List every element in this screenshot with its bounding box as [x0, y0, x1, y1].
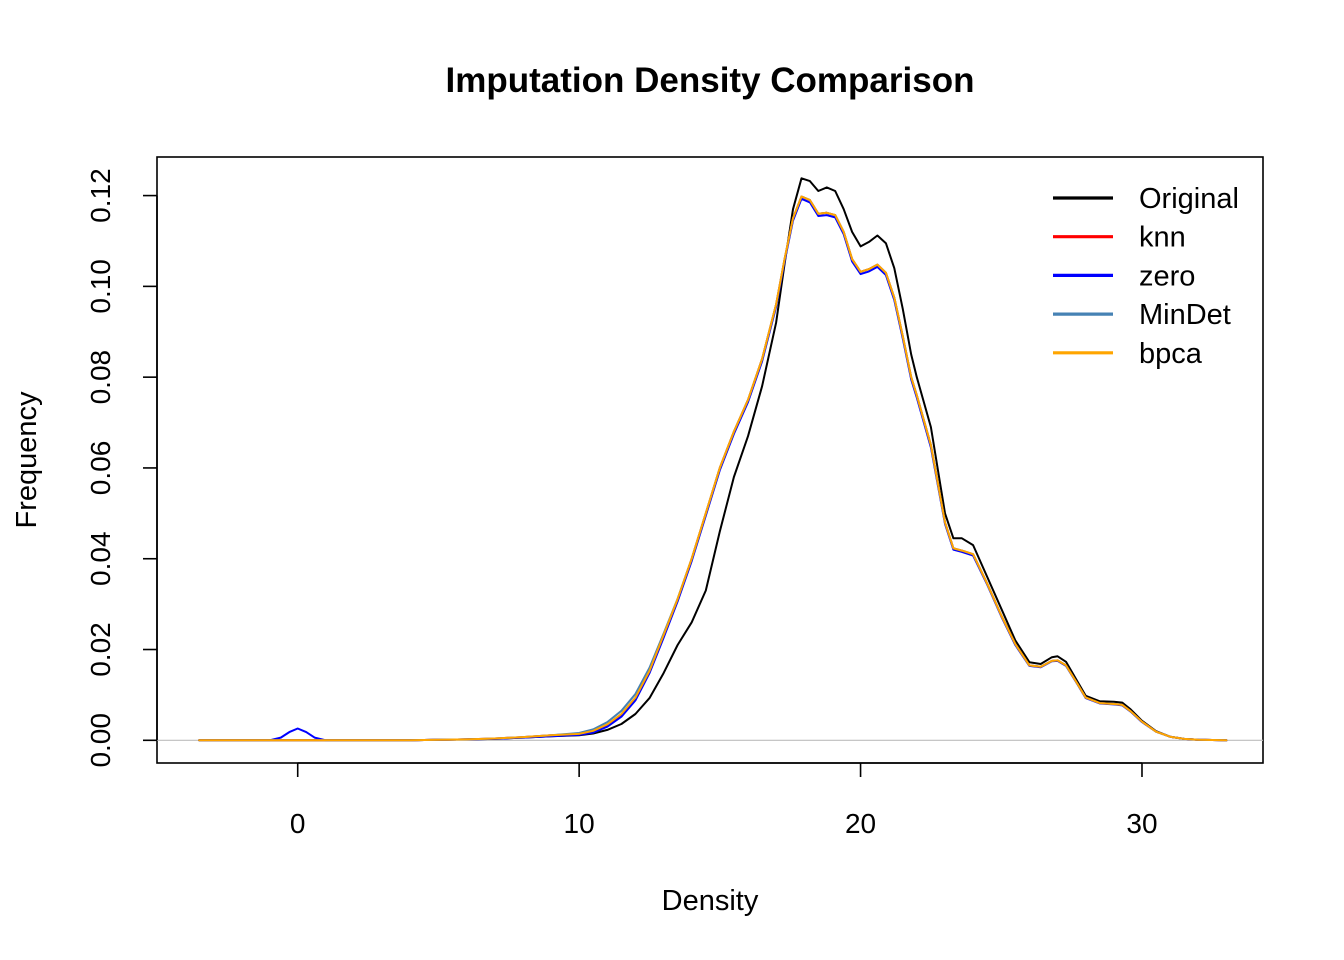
y-tick-label: 0.00 — [85, 713, 116, 768]
series-layer — [198, 177, 1228, 742]
legend-label: bpca — [1139, 338, 1203, 370]
series-line-mindet — [198, 195, 1228, 742]
legend-label: knn — [1139, 222, 1186, 254]
legend-item-bpca: bpca — [1053, 338, 1203, 370]
series-line-original — [198, 177, 1228, 742]
series-line-zero — [198, 197, 1228, 742]
x-tick-label: 30 — [1126, 808, 1157, 839]
y-tick-label: 0.02 — [85, 622, 116, 677]
legend-item-zero: zero — [1053, 260, 1195, 292]
x-tick-label: 0 — [290, 808, 306, 839]
y-axis: 0.00 0.02 0.04 0.06 0.08 0.10 0.12 — [85, 168, 158, 768]
series-line-knn — [198, 195, 1228, 742]
legend-label: Original — [1139, 183, 1239, 215]
y-tick-label: 0.04 — [85, 531, 116, 586]
x-tick-label: 20 — [845, 808, 876, 839]
x-tick-label: 10 — [564, 808, 595, 839]
legend-item-original: Original — [1053, 183, 1239, 215]
legend: Original knn zero MinDet bpca — [1053, 183, 1239, 370]
y-tick-label: 0.08 — [85, 350, 116, 405]
chart-title: Imputation Density Comparison — [446, 61, 975, 100]
legend-item-mindet: MinDet — [1053, 299, 1231, 331]
y-tick-label: 0.06 — [85, 441, 116, 496]
x-axis-title: Density — [662, 885, 759, 917]
legend-label: MinDet — [1139, 299, 1231, 331]
x-axis: 0 10 20 30 — [290, 762, 1158, 839]
y-tick-label: 0.10 — [85, 259, 116, 314]
y-axis-title: Frequency — [11, 391, 43, 529]
y-tick-label: 0.12 — [85, 168, 116, 223]
legend-item-knn: knn — [1053, 222, 1186, 254]
series-line-bpca — [198, 195, 1228, 742]
plot-frame — [156, 156, 1264, 764]
legend-label: zero — [1139, 260, 1195, 292]
